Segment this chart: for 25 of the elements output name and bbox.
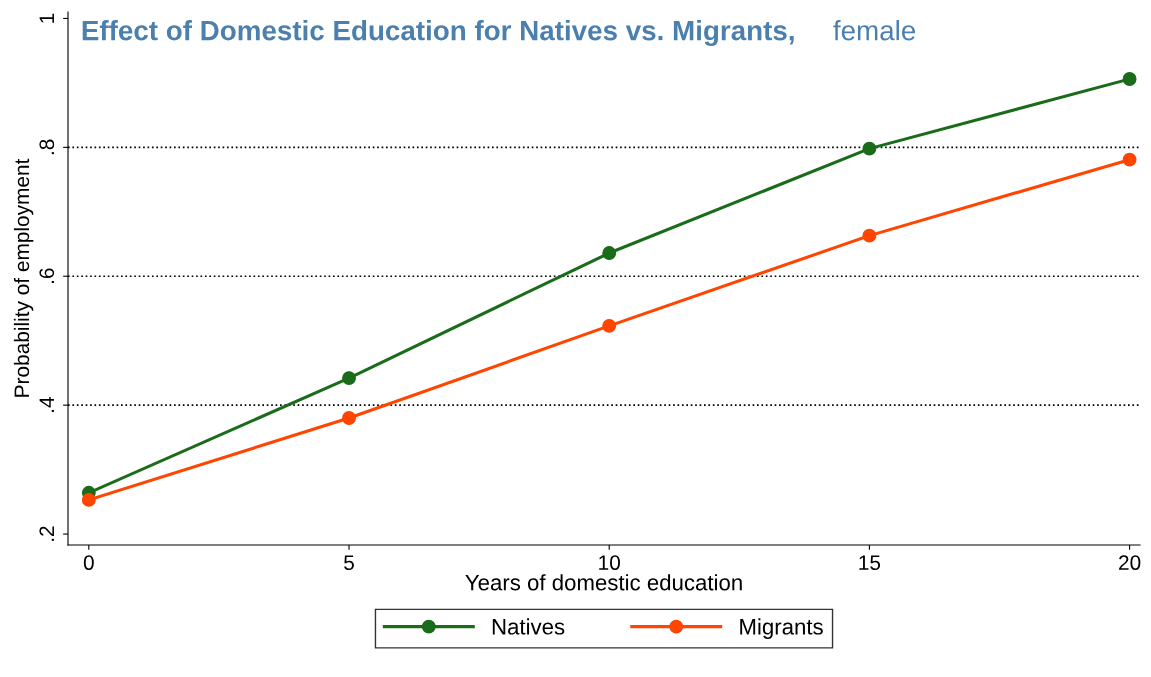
chart-title: Effect of Domestic Education for Natives vs. Migrants,	[82, 19, 794, 47]
x-tick-label: 10	[599, 555, 620, 571]
point	[1122, 72, 1137, 86]
y-tick-label: .6	[39, 268, 55, 284]
legend-label: Natives	[492, 618, 565, 635]
point	[602, 246, 617, 260]
point	[862, 141, 877, 156]
point	[342, 371, 356, 386]
point	[342, 411, 356, 425]
y-tick-label: .4	[39, 397, 54, 412]
point	[602, 318, 617, 333]
chart-subtitle: female	[833, 19, 916, 41]
y-tick-label: 1	[39, 13, 54, 23]
x-tick-label: 0	[83, 555, 94, 571]
y-tick-label: .8	[39, 139, 55, 155]
point	[862, 228, 877, 243]
x-tick-label: 20	[1119, 555, 1141, 571]
x-axis-title: Years of domestic education	[465, 574, 742, 591]
x-tick-label: 15	[859, 555, 881, 571]
point	[1122, 152, 1137, 167]
y-axis-title: Probability of employment	[13, 158, 34, 397]
y-tick-label: .2	[39, 526, 54, 541]
x-tick-label: 5	[344, 555, 354, 571]
legend-label: Migrants	[740, 618, 823, 640]
point	[81, 492, 96, 507]
